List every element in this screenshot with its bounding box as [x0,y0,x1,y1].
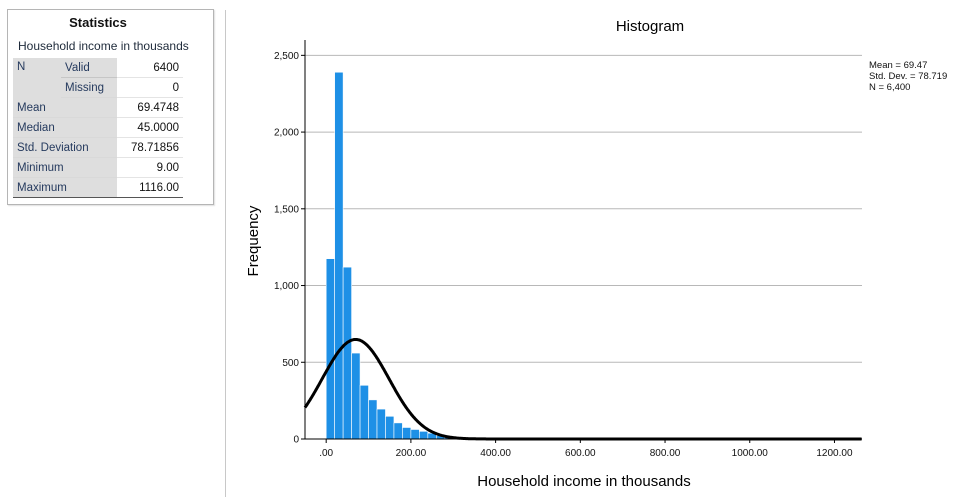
statistics-table: N Valid 6400 Missing 0 Mean 69.4748 Medi… [13,58,183,198]
y-axis-label: Frequency [245,205,262,276]
x-tick-label: 600.00 [565,448,596,459]
table-row: Minimum 9.00 [13,157,183,178]
histogram-bar [368,399,378,440]
mean-label: Mean [13,97,117,118]
histogram-bars [325,71,496,440]
x-tick-label: 800.00 [650,448,681,459]
y-tick-label: 2,000 [274,128,299,139]
valid-value: 6400 [117,58,183,78]
valid-label: Valid [61,58,117,78]
median-value: 45.0000 [117,117,183,138]
minimum-label: Minimum [13,157,117,178]
histogram-bar [385,415,395,440]
x-tick-label: 1000.00 [732,448,769,459]
maximum-label: Maximum [13,177,117,198]
table-row: Maximum 1116.00 [13,177,183,198]
statistics-variable-label: Household income in thousands [18,39,189,53]
y-tick-label: 0 [293,435,299,446]
missing-value: 0 [117,77,183,98]
y-tick-label: 1,000 [274,281,299,292]
x-tick-label: .00 [319,448,333,459]
chart-stats-legend: Mean = 69.47 Std. Dev. = 78.719 N = 6,40… [869,60,947,93]
histogram-bar [359,384,369,440]
chart-title: Histogram [616,18,684,35]
histogram-bar [325,258,335,440]
missing-label: Missing [61,77,117,98]
y-tick-label: 1,500 [274,204,299,215]
y-tick-label: 2,500 [274,51,299,62]
histogram-bar [402,427,412,440]
std-deviation-value: 78.71856 [117,137,183,158]
table-row: Median 45.0000 [13,117,183,138]
mean-value: 69.4748 [117,97,183,118]
gridlines [305,54,862,363]
x-axis-label: Household income in thousands [477,473,690,490]
table-row: Mean 69.4748 [13,97,183,118]
pane-divider [225,10,226,497]
histogram-bar [410,429,420,440]
y-tick-label: 500 [282,358,299,369]
table-row: Std. Deviation 78.71856 [13,137,183,158]
minimum-value: 9.00 [117,157,183,178]
x-tick-label: 400.00 [480,448,511,459]
std-deviation-label: Std. Deviation [13,137,117,158]
histogram-bar [342,266,352,440]
legend-std-dev: Std. Dev. = 78.719 [869,71,948,82]
x-tick-label: 200.00 [396,448,427,459]
legend-mean: Mean = 69.47 [869,60,928,71]
histogram-bar [393,422,403,440]
axes: 0 500 1,000 1,500 2,000 2,500 .00 200.00 400.00 6… [274,40,862,459]
maximum-value: 1116.00 [117,177,183,198]
table-row: Missing 0 [13,77,183,98]
x-tick-label: 1200.00 [816,448,853,459]
histogram-bar [419,431,429,440]
statistics-title: Statistics [69,15,127,30]
histogram-bar [376,408,386,440]
histogram-bar [351,352,361,440]
histogram-chart: Histogram 0 500 1,000 1,500 2,000 2,500 .00 200… [245,18,862,490]
n-label: N [13,58,61,98]
statistics-table-panel: Statistics Household income in thousands… [7,9,214,205]
histogram-bar [334,71,344,440]
legend-n: N = 6,400 [869,82,911,93]
median-label: Median [13,117,117,138]
table-row: N Valid 6400 [13,58,183,98]
